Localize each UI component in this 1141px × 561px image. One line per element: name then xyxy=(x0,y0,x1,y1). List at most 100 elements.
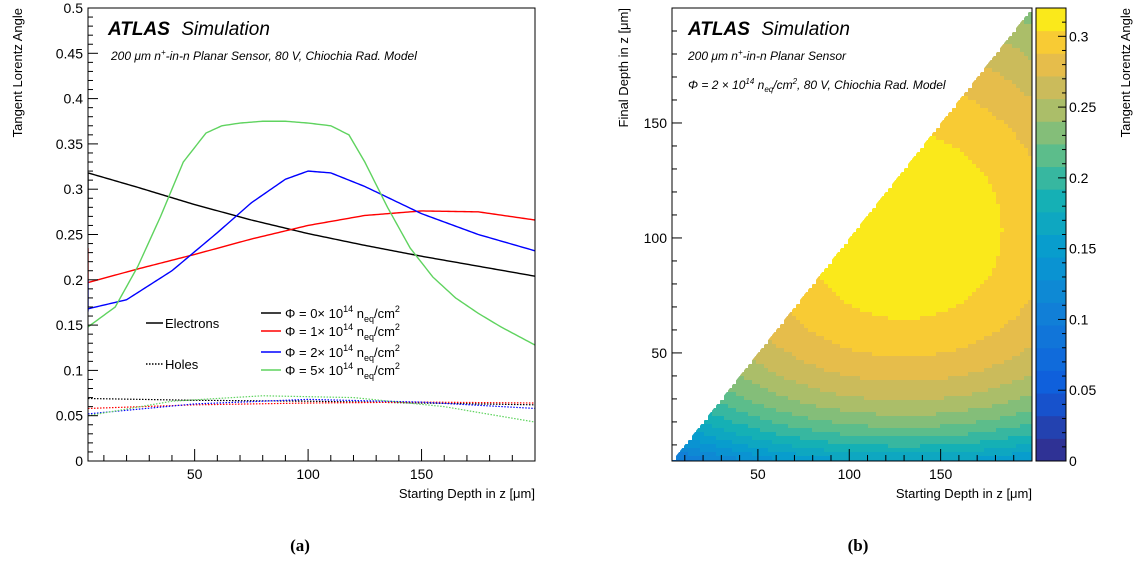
heatmap-cell xyxy=(724,424,729,429)
heatmap-cell xyxy=(844,304,849,309)
heatmap-cell xyxy=(868,232,873,237)
heatmap-cell xyxy=(820,280,825,285)
heatmap-cell xyxy=(1012,308,1017,313)
heatmap-cell xyxy=(996,452,1001,457)
heatmap-cell xyxy=(972,116,977,121)
heatmap-cell xyxy=(912,200,917,205)
heatmap-cell xyxy=(960,192,965,197)
heatmap-cell xyxy=(964,196,969,201)
heatmap-cell xyxy=(1000,356,1005,361)
heatmap-cell xyxy=(844,452,849,457)
heatmap-cell xyxy=(888,224,893,229)
heatmap-cell xyxy=(868,416,873,421)
heatmap-cell xyxy=(940,336,945,341)
heatmap-cell xyxy=(836,404,841,409)
heatmap-cell xyxy=(968,224,973,229)
heatmap-cell xyxy=(984,64,989,69)
heatmap-cell xyxy=(928,408,933,413)
heatmap-cell xyxy=(952,396,957,401)
heatmap-cell xyxy=(992,304,997,309)
heatmap-cell xyxy=(924,304,929,309)
heatmap-cell xyxy=(880,368,885,373)
heatmap-cell xyxy=(984,96,989,101)
heatmap-cell xyxy=(888,396,893,401)
heatmap-cell xyxy=(776,332,781,337)
heatmap-cell xyxy=(924,244,929,249)
legend-label-phi5: Φ = 5× 1014 neq/cm2 xyxy=(285,361,400,381)
heatmap-cell xyxy=(860,444,865,449)
heatmap-cell xyxy=(992,320,997,325)
heatmap-cell xyxy=(848,260,853,265)
heatmap-cell xyxy=(1016,396,1021,401)
heatmap-cell xyxy=(1008,168,1013,173)
heatmap-cell xyxy=(680,452,685,457)
heatmap-cell xyxy=(824,400,829,405)
heatmap-cell xyxy=(952,136,957,141)
heatmap-cell xyxy=(800,456,805,461)
heatmap-cell xyxy=(876,308,881,313)
heatmap-cell xyxy=(860,360,865,365)
heatmap-cell xyxy=(996,324,1001,329)
heatmap-cell xyxy=(988,292,993,297)
heatmap-cell xyxy=(988,440,993,445)
heatmap-cell xyxy=(972,80,977,85)
heatmap-cell xyxy=(984,400,989,405)
heatmap-cell xyxy=(864,336,869,341)
heatmap-cell xyxy=(912,304,917,309)
heatmap-cell xyxy=(1020,176,1025,181)
heatmap-cell xyxy=(960,148,965,153)
heatmap-cell xyxy=(984,376,989,381)
heatmap-cell xyxy=(1004,180,1009,185)
heatmap-cell xyxy=(932,376,937,381)
heatmap-cell xyxy=(776,364,781,369)
heatmap-cell xyxy=(924,164,929,169)
heatmap-cell xyxy=(892,340,897,345)
heatmap-cell xyxy=(864,360,869,365)
heatmap-cell xyxy=(868,384,873,389)
heatmap-cell xyxy=(1012,320,1017,325)
heatmap-cell xyxy=(980,424,985,429)
heatmap-cell xyxy=(964,300,969,305)
heatmap-cell xyxy=(1016,356,1021,361)
heatmap-cell xyxy=(912,344,917,349)
heatmap-cell xyxy=(900,400,905,405)
heatmap-cell xyxy=(892,196,897,201)
heatmap-cell xyxy=(836,324,841,329)
heatmap-cell xyxy=(948,264,953,269)
heatmap-cell xyxy=(780,392,785,397)
heatmap-cell xyxy=(860,348,865,353)
heatmap-cell xyxy=(1004,172,1009,177)
heatmap-cell xyxy=(832,256,837,261)
heatmap-cell xyxy=(1016,376,1021,381)
heatmap-cell xyxy=(984,124,989,129)
heatmap-cell xyxy=(928,296,933,301)
heatmap-cell xyxy=(984,76,989,81)
heatmap-cell xyxy=(956,380,961,385)
heatmap-cell xyxy=(948,200,953,205)
heatmap-cell xyxy=(948,204,953,209)
heatmap-cell xyxy=(808,292,813,297)
heatmap-cell xyxy=(896,436,901,441)
heatmap-cell xyxy=(952,224,957,229)
heatmap-cell xyxy=(964,352,969,357)
heatmap-cell xyxy=(772,452,777,457)
heatmap-cell xyxy=(992,352,997,357)
heatmap-cell xyxy=(916,284,921,289)
heatmap-cell xyxy=(924,308,929,313)
heatmap-cell xyxy=(972,204,977,209)
heatmap-cell xyxy=(916,308,921,313)
heatmap-cell xyxy=(1020,32,1025,37)
heatmap-cell xyxy=(904,288,909,293)
heatmap-cell xyxy=(848,396,853,401)
heatmap-cell xyxy=(844,388,849,393)
heatmap-cell xyxy=(892,296,897,301)
heatmap-cell xyxy=(964,276,969,281)
heatmap-cell xyxy=(816,312,821,317)
heatmap-cell xyxy=(908,196,913,201)
heatmap-cell xyxy=(964,228,969,233)
heatmap-cell xyxy=(784,424,789,429)
heatmap-cell xyxy=(896,352,901,357)
heatmap-cell xyxy=(872,288,877,293)
heatmap-cell xyxy=(844,296,849,301)
heatmap-cell xyxy=(1016,304,1021,309)
